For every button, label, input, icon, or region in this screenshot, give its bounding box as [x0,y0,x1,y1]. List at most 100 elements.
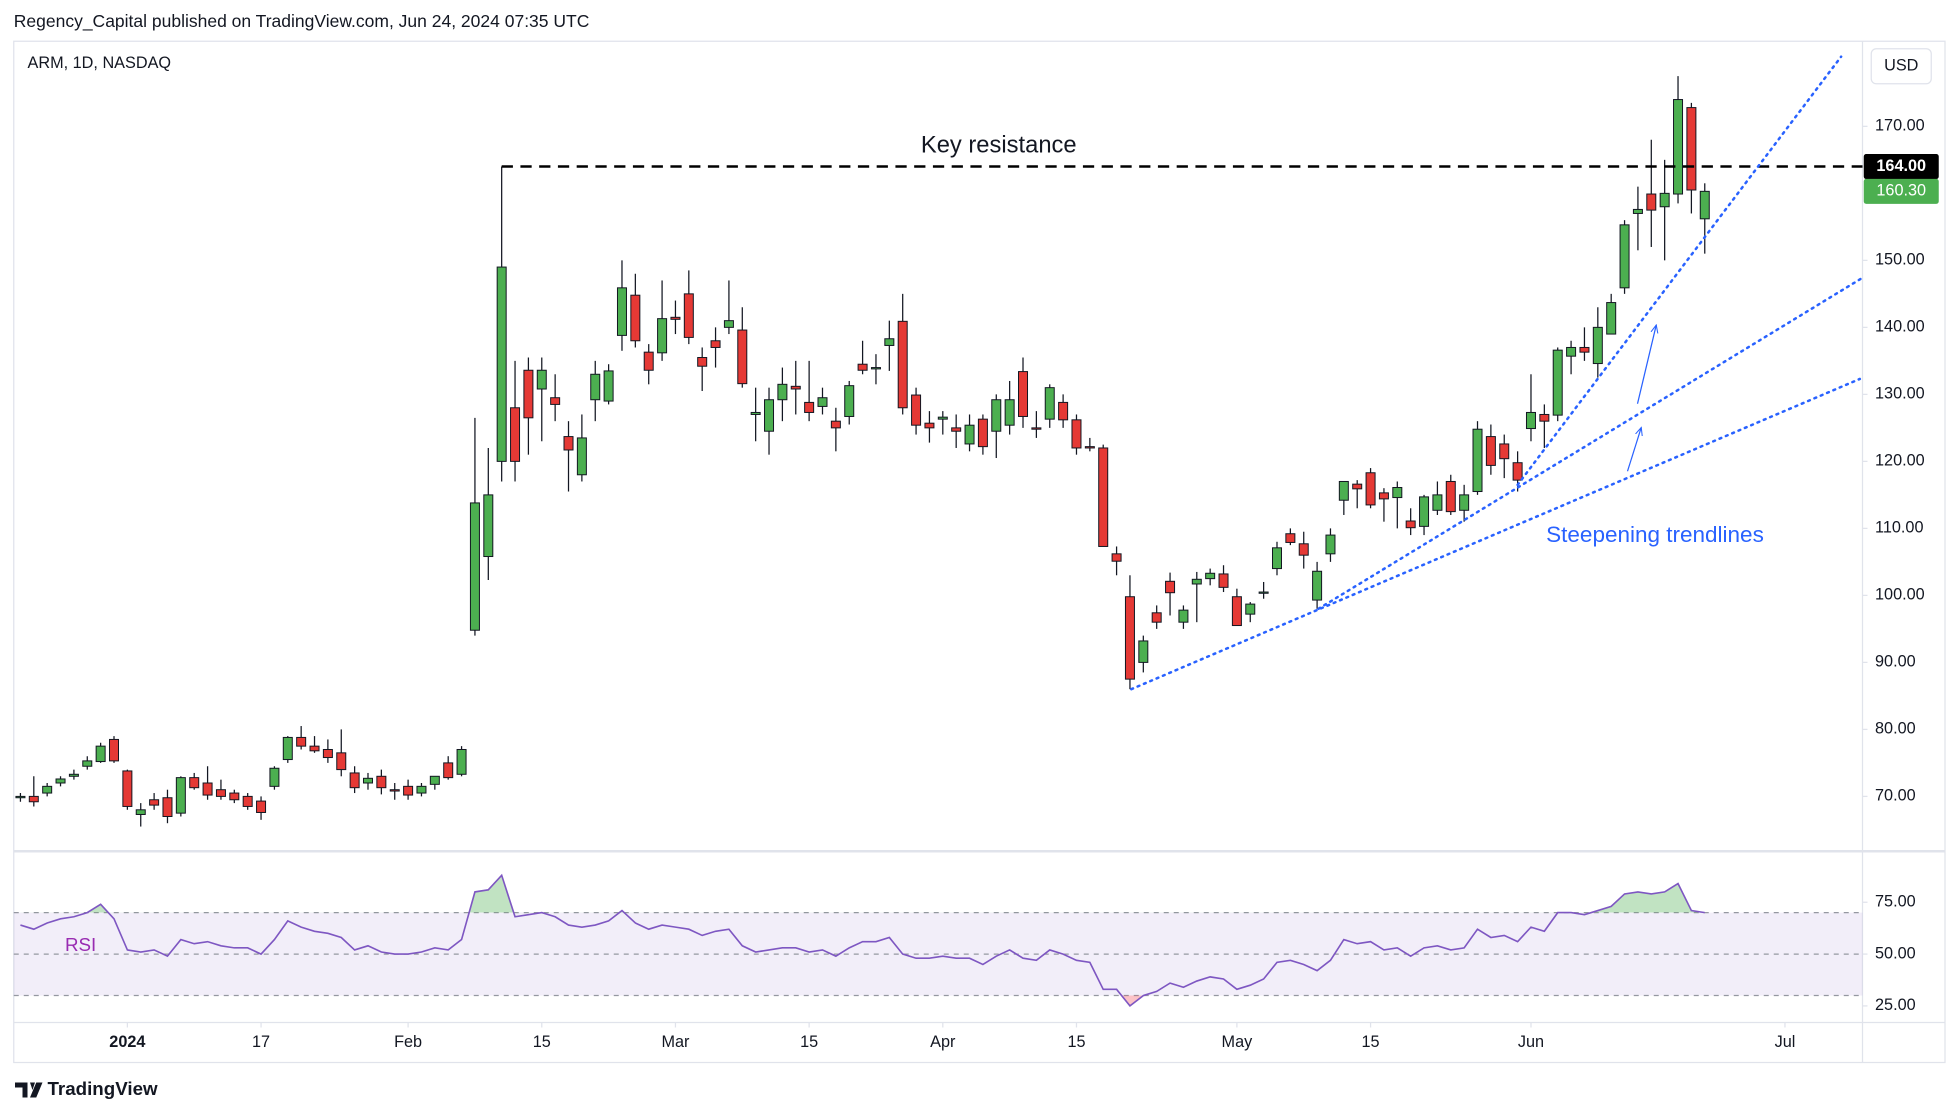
candle-body [496,266,507,462]
candle-body [563,436,574,451]
candle-body [804,401,815,413]
candle-body [1632,208,1643,214]
candle-body [857,363,868,371]
candle-body [643,351,654,371]
candle-body [590,373,601,401]
arrow [1626,428,1642,472]
candle-body [750,411,761,415]
annotation: Key resistance [921,132,1077,159]
candle-body [403,785,414,796]
candle-body [924,422,935,429]
candle-body [202,782,213,796]
candle-body [175,777,186,814]
candle-body [362,777,373,784]
candle-body [1419,496,1430,527]
candle-body [777,383,788,401]
x-tick-label: Feb [394,1033,422,1051]
candle-body [483,494,494,558]
candle-body [1325,534,1336,555]
currency[interactable]: USD [1884,57,1918,75]
candle-body [1338,480,1349,501]
candle-body [336,752,347,771]
candle-body [1512,462,1523,481]
candle-body [1084,446,1095,449]
x-tick-label: 2024 [109,1033,145,1051]
candle-body [764,399,775,432]
candle-body [242,795,253,807]
candle-body [723,320,734,328]
brand: TradingView [48,1078,159,1099]
trendline [1130,377,1862,691]
x-tick-label: 15 [1362,1033,1380,1051]
x-tick-label: 17 [252,1033,270,1051]
candle-body [389,789,400,792]
candle-body [697,357,708,367]
currency-button[interactable] [1870,48,1932,85]
candle-body [42,785,53,794]
y-tick-label: 100.00 [1875,586,1925,604]
y-tick-label: 170.00 [1875,117,1925,135]
x-tick-label: Apr [930,1033,956,1051]
candle-body [870,367,881,370]
candle-body [189,777,200,789]
candle-body [977,418,988,448]
candle-body [710,340,721,348]
last-price-box [1863,178,1939,204]
candle-body [536,369,547,390]
candle-body [1298,543,1309,556]
candle-body [282,736,293,761]
candle-body [28,795,39,803]
candle-body [1124,596,1135,680]
candle-body [1178,609,1189,623]
arrow [1636,325,1657,404]
candle-body [349,772,360,789]
x-tick-label: 15 [1067,1033,1085,1051]
candle-body [911,394,922,426]
y-tick-label: 130.00 [1875,385,1925,403]
candle-body [469,502,480,631]
last-price-label: 160.30 [1876,182,1926,200]
candle-body [1646,193,1657,211]
x-tick-label: May [1222,1033,1254,1051]
candle-body [229,792,240,801]
candle-body [937,416,948,420]
candle-body [1392,487,1403,499]
candle-body [1699,190,1710,220]
candle-body [1459,494,1470,511]
candle-body [1258,591,1269,594]
candle-body [884,338,895,346]
candle-body [82,760,93,767]
symbol-title: ARM, 1D, NASDAQ [28,54,172,72]
candle-body [737,329,748,385]
x-tick-label: Jun [1518,1033,1544,1051]
candle-body [416,785,427,794]
candle-body [149,799,160,806]
x-tick-label: 15 [800,1033,818,1051]
candle-body [1191,578,1202,585]
candle-body [1619,224,1630,289]
rsi-y-tick-label: 75.00 [1875,893,1916,911]
candle-body [1485,436,1496,466]
candle-body [269,767,280,787]
candle-body [456,748,467,775]
candle-body [510,407,521,462]
candle-body [1245,603,1256,615]
candle-body [790,385,801,390]
candle-body [1004,399,1015,426]
candle-body [991,399,1002,432]
candle-body [550,397,561,405]
candle-body [256,800,267,813]
candle-body [1378,492,1389,500]
candle-body [122,770,133,807]
candle-body [1151,612,1162,623]
candle-body [1579,346,1590,353]
candle-body [296,736,307,747]
candle-body [309,745,320,752]
candle-body [1365,472,1376,506]
candle-body [630,294,641,342]
candle-body [135,809,146,815]
candle-body [1058,401,1069,421]
candle-body [817,397,828,407]
candle-body [1552,349,1563,416]
